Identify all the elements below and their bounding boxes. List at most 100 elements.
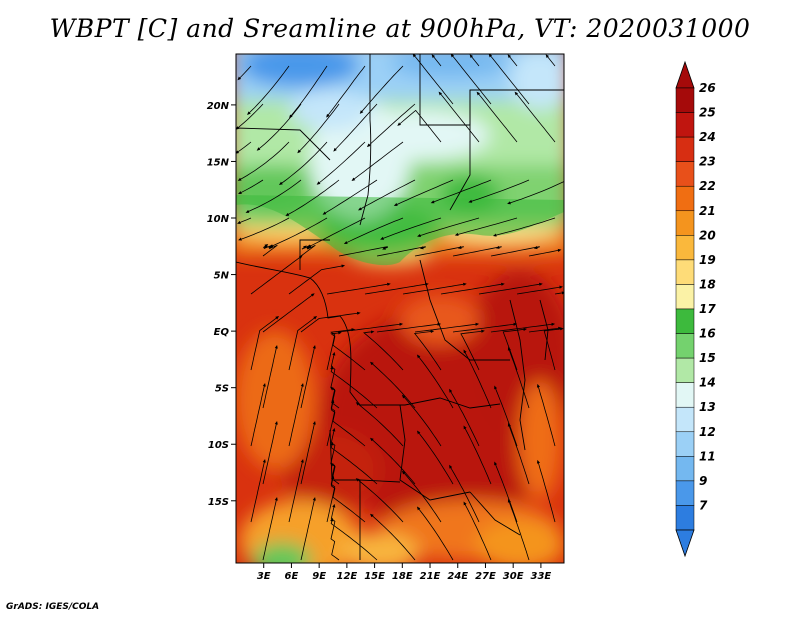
streamline — [269, 217, 328, 248]
lat-axis: 20N 15N 10N 5N EQ 5S 10S 15S — [207, 101, 236, 508]
streamline — [250, 255, 303, 295]
streamline — [370, 361, 416, 409]
streamline — [307, 217, 366, 248]
colorbar-swatch — [675, 333, 695, 359]
streamline — [502, 327, 528, 371]
colorbar-label: 14 — [699, 376, 716, 390]
streamline — [237, 141, 290, 181]
colorbar-swatch — [675, 112, 695, 138]
streamline — [430, 179, 492, 204]
colorbar-label: 9 — [699, 474, 707, 488]
colorbar-label: 12 — [699, 425, 716, 439]
streamline — [370, 437, 416, 485]
streamline — [326, 328, 356, 371]
streamline — [238, 217, 290, 241]
streamline — [289, 65, 328, 119]
colorbar-swatch — [675, 136, 695, 162]
colorbar-label: 7 — [699, 498, 708, 512]
streamline — [417, 217, 480, 237]
streamline — [536, 383, 556, 447]
streamline — [412, 54, 454, 105]
streamline — [460, 329, 485, 371]
streamline — [401, 394, 442, 447]
streamline — [359, 65, 404, 114]
streamline — [262, 496, 278, 561]
lon-tick-label: 27E — [475, 571, 496, 582]
streamline — [330, 441, 378, 485]
streamline — [288, 458, 304, 523]
streamline — [516, 285, 563, 295]
streamline — [402, 282, 467, 295]
streamline — [245, 179, 302, 213]
streamline — [449, 464, 480, 523]
streamline — [554, 291, 564, 295]
streamline — [494, 385, 518, 447]
streamline — [297, 103, 340, 154]
lon-axis: 3E 6E 9E 12E 15E 18E 21E 24E 27E 30E 33E — [257, 563, 551, 582]
streamlines — [236, 54, 564, 561]
streamline — [330, 503, 340, 561]
lon-tick-label: 15E — [364, 571, 385, 582]
colorbar-swatch — [675, 284, 695, 310]
streamline — [363, 330, 404, 371]
colorbar-label: 17 — [699, 302, 716, 316]
streamline — [469, 54, 480, 67]
streamline — [507, 181, 564, 205]
colorbar-swatch — [675, 308, 695, 334]
colorbar-swatch — [675, 210, 695, 236]
streamline — [278, 141, 328, 186]
streamline — [236, 141, 252, 154]
streamline — [450, 54, 492, 105]
streamline — [247, 65, 290, 116]
streamline — [492, 217, 556, 237]
lat-tick-label: 10S — [208, 440, 229, 451]
streamline — [413, 329, 442, 371]
lat-tick-label: EQ — [214, 327, 230, 338]
colorbar-label: 21 — [699, 204, 716, 218]
streamline — [416, 506, 454, 561]
streamline — [262, 344, 278, 409]
streamline — [333, 103, 378, 152]
streamline — [490, 246, 540, 257]
lon-tick-label: 12E — [336, 571, 357, 582]
plot-frame — [235, 53, 565, 564]
streamline — [414, 245, 464, 257]
streamline — [288, 382, 304, 447]
streamline — [476, 91, 518, 143]
map-title: WBPT [C] and Sreamline at 900hPa, VT: 20… — [49, 14, 751, 43]
streamline — [237, 65, 252, 81]
streamline — [330, 365, 378, 409]
streamline — [393, 179, 454, 206]
lat-tick-label: 15S — [208, 497, 229, 508]
colorbar: 26 25 24 23 22 21 20 19 18 17 16 15 14 13 12 11 9 7 — [675, 60, 716, 558]
colorbar-swatch — [675, 406, 695, 433]
streamline — [468, 179, 530, 203]
streamline — [488, 54, 530, 105]
streamline — [401, 470, 442, 523]
lat-tick-label: 5N — [214, 271, 230, 282]
streamline — [322, 179, 378, 215]
colorbar-label: 19 — [699, 253, 716, 267]
streamline — [454, 217, 518, 236]
streamline — [330, 331, 366, 371]
colorbar-label: 11 — [699, 449, 716, 463]
colorbar-swatch — [675, 505, 695, 531]
streamline — [250, 316, 280, 371]
colorbar-label: 16 — [699, 327, 716, 341]
colorbar-swatch — [675, 235, 695, 261]
colorbar-over-arrow — [675, 60, 695, 89]
streamline — [262, 293, 315, 333]
streamline — [326, 463, 336, 523]
streamline — [330, 517, 378, 561]
streamline — [376, 246, 426, 257]
colorbar-label: 18 — [699, 277, 716, 291]
streamline — [507, 498, 530, 561]
streamline — [376, 322, 442, 333]
colorbar-swatch — [675, 259, 695, 285]
colorbar-swatch — [675, 431, 695, 457]
colorbar-under-arrow — [675, 529, 695, 558]
streamline — [416, 354, 454, 409]
colorbar-swatch — [675, 456, 695, 482]
streamline — [343, 217, 404, 245]
